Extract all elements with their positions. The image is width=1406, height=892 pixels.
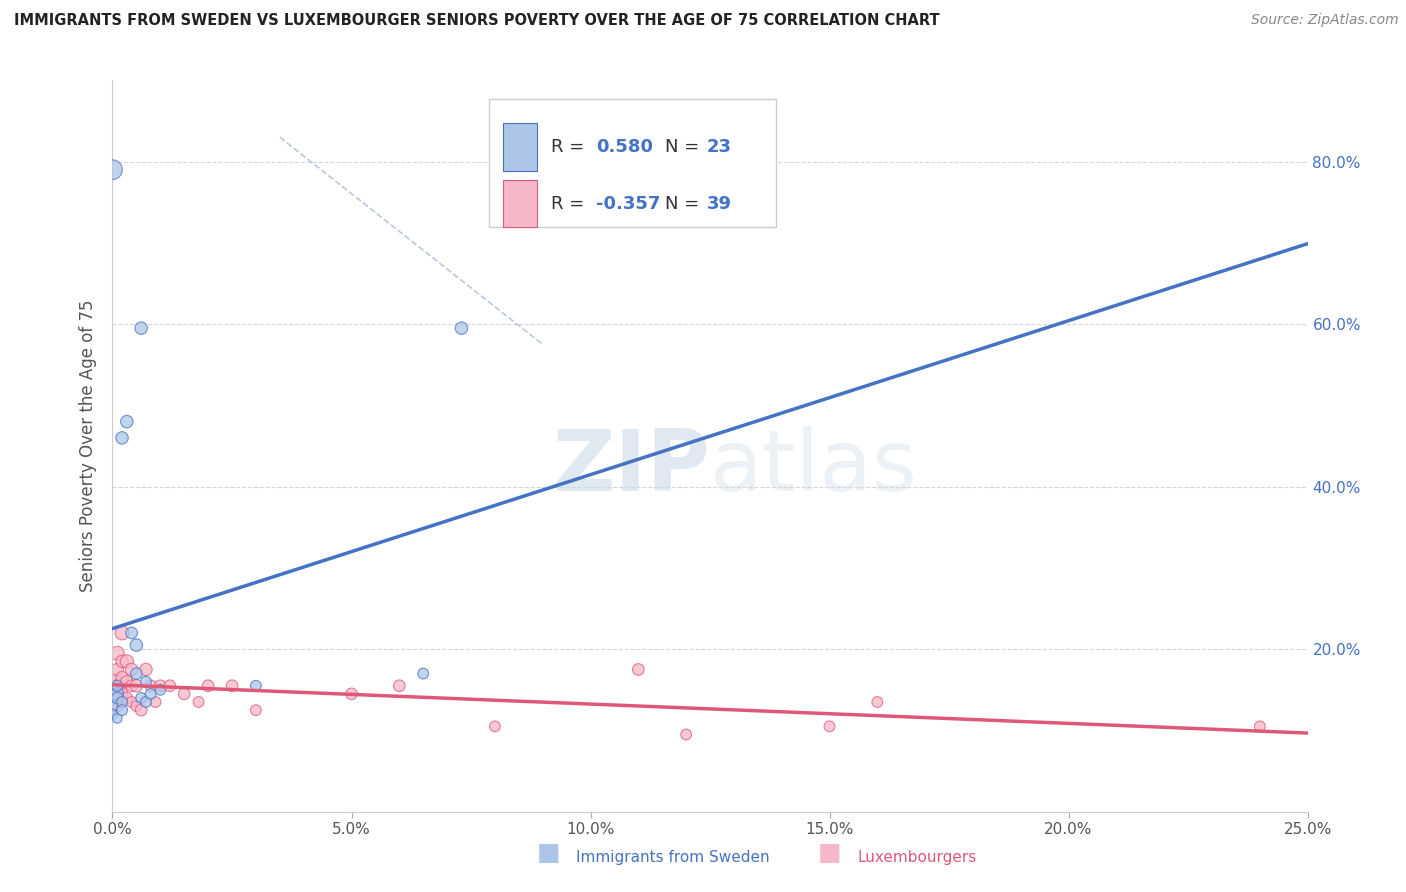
Point	[105, 679, 128, 693]
Point	[145, 695, 167, 709]
Bar	[503, 180, 537, 227]
Point	[125, 666, 148, 681]
Point	[129, 703, 152, 717]
Point	[101, 699, 124, 714]
Point	[105, 646, 128, 660]
Point	[101, 699, 124, 714]
Point	[135, 695, 157, 709]
Text: N =: N =	[665, 138, 704, 156]
Point	[139, 679, 162, 693]
Point	[245, 679, 267, 693]
Text: Source: ZipAtlas.com: Source: ZipAtlas.com	[1251, 13, 1399, 28]
Text: IMMIGRANTS FROM SWEDEN VS LUXEMBOURGER SENIORS POVERTY OVER THE AGE OF 75 CORREL: IMMIGRANTS FROM SWEDEN VS LUXEMBOURGER S…	[14, 13, 939, 29]
Point	[187, 695, 209, 709]
Point	[105, 699, 128, 714]
Point	[675, 727, 697, 741]
Point	[129, 690, 152, 705]
Point	[149, 679, 172, 693]
Point	[115, 654, 138, 668]
Text: R =: R =	[551, 138, 591, 156]
Point	[197, 679, 219, 693]
Bar	[503, 123, 537, 171]
Text: ■: ■	[537, 841, 560, 865]
Point	[125, 699, 148, 714]
Point	[101, 162, 124, 177]
Point	[111, 687, 134, 701]
Point	[129, 321, 152, 335]
Point	[121, 626, 143, 640]
Point	[105, 711, 128, 725]
Point	[105, 690, 128, 705]
Point	[1249, 719, 1271, 733]
Point	[125, 679, 148, 693]
Point	[105, 687, 128, 701]
Point	[484, 719, 506, 733]
Point	[121, 695, 143, 709]
Point	[340, 687, 363, 701]
Point	[412, 666, 434, 681]
Text: 0.580: 0.580	[596, 138, 654, 156]
Point	[135, 674, 157, 689]
Point	[627, 663, 650, 677]
Text: -0.357: -0.357	[596, 194, 661, 212]
Point	[121, 679, 143, 693]
Point	[111, 431, 134, 445]
Point	[149, 682, 172, 697]
Text: ZIP: ZIP	[553, 426, 710, 509]
Text: 23: 23	[706, 138, 731, 156]
Point	[111, 654, 134, 668]
Point	[866, 695, 889, 709]
Point	[221, 679, 243, 693]
Y-axis label: Seniors Poverty Over the Age of 75: Seniors Poverty Over the Age of 75	[79, 300, 97, 592]
Point	[245, 703, 267, 717]
Text: N =: N =	[665, 194, 704, 212]
Text: Luxembourgers: Luxembourgers	[858, 850, 977, 865]
Point	[159, 679, 181, 693]
Text: ■: ■	[818, 841, 841, 865]
Point	[115, 690, 138, 705]
Point	[450, 321, 472, 335]
Text: 39: 39	[706, 194, 731, 212]
Point	[105, 663, 128, 677]
Point	[105, 687, 128, 701]
Point	[121, 663, 143, 677]
Text: R =: R =	[551, 194, 591, 212]
Text: Immigrants from Sweden: Immigrants from Sweden	[576, 850, 770, 865]
Point	[111, 695, 134, 709]
Point	[111, 626, 134, 640]
Point	[101, 707, 124, 722]
Point	[173, 687, 195, 701]
Point	[105, 679, 128, 693]
Point	[115, 415, 138, 429]
FancyBboxPatch shape	[489, 99, 776, 227]
Point	[101, 679, 124, 693]
Point	[125, 638, 148, 652]
Point	[101, 687, 124, 701]
Point	[139, 687, 162, 701]
Point	[135, 663, 157, 677]
Point	[818, 719, 841, 733]
Point	[115, 674, 138, 689]
Point	[111, 703, 134, 717]
Text: atlas: atlas	[710, 426, 918, 509]
Point	[111, 671, 134, 685]
Point	[388, 679, 411, 693]
